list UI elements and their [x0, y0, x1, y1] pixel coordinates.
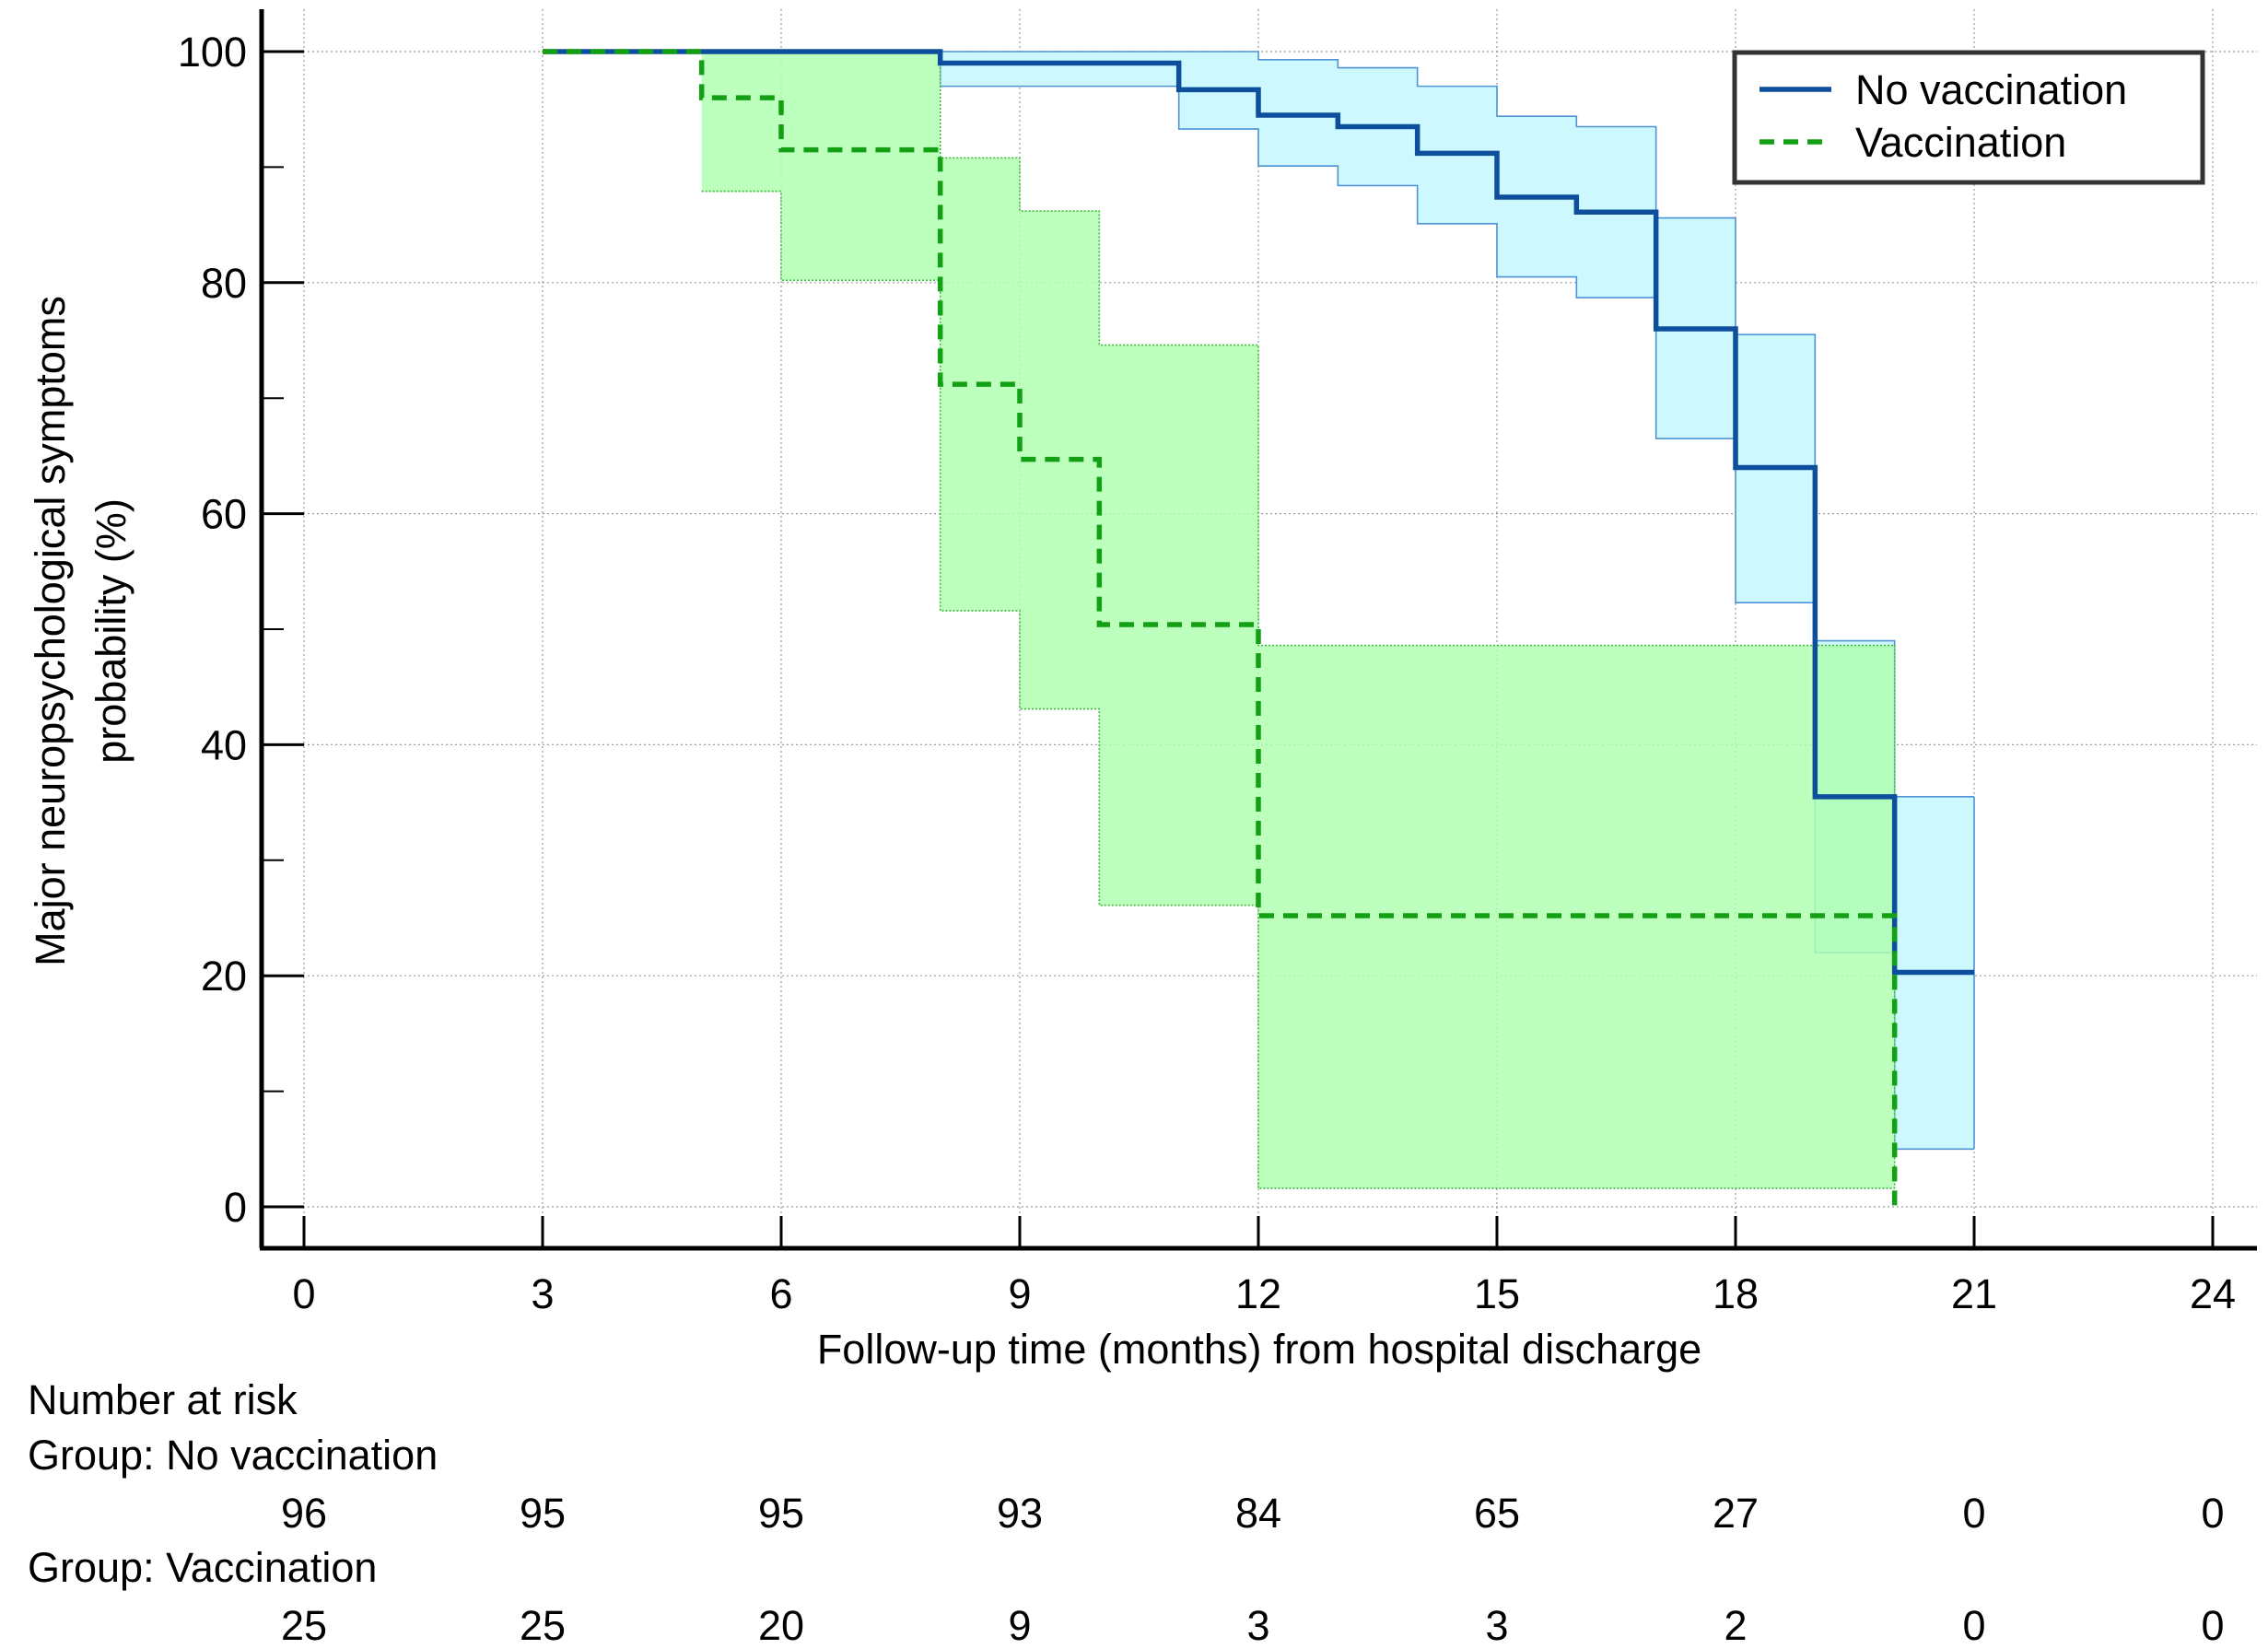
- y-tick-label: 20: [201, 953, 247, 1000]
- y-axis-title-line: probability (%): [88, 498, 134, 764]
- y-tick-label: 40: [201, 721, 247, 768]
- risk-value: 9: [1008, 1602, 1032, 1649]
- x-tick-label: 21: [1951, 1270, 1997, 1317]
- x-tick-label: 15: [1474, 1270, 1520, 1317]
- risk-value: 25: [519, 1602, 567, 1649]
- y-tick-label: 60: [201, 491, 247, 538]
- risk-value: 0: [1962, 1490, 1986, 1537]
- x-tick-label: 12: [1235, 1270, 1281, 1317]
- vaccination-ci-upper: [701, 51, 1895, 647]
- risk-value: 20: [757, 1602, 805, 1649]
- risk-value: 3: [1485, 1602, 1509, 1649]
- risk-table-title: Number at risk: [28, 1376, 298, 1423]
- risk-value: 93: [996, 1490, 1044, 1537]
- risk-group-label: Group: No vaccination: [28, 1432, 438, 1479]
- risk-value: 0: [2201, 1602, 2225, 1649]
- no-vaccination-survival-line: [543, 49, 1974, 976]
- y-axis-title: Major neuropsychological symptoms probabi…: [27, 296, 134, 966]
- x-tick-label: 6: [769, 1270, 792, 1317]
- y-tick-label: 100: [178, 29, 247, 76]
- y-tick-label: 0: [224, 1184, 247, 1231]
- y-axis-title-line: Major neuropsychological symptoms: [27, 296, 74, 966]
- x-tick-label: 9: [1008, 1270, 1031, 1317]
- vaccination-ci-band: [701, 52, 1895, 1188]
- risk-value: 84: [1234, 1490, 1282, 1537]
- legend-box: [1732, 50, 2205, 185]
- risk-value: 95: [757, 1490, 805, 1537]
- no-vaccination-ci-band: [940, 52, 1974, 1150]
- legend-label: Vaccination: [1855, 119, 2066, 166]
- risk-group-label: Group: Vaccination: [28, 1544, 378, 1591]
- survival-curves: [543, 49, 1974, 1207]
- risk-value: 96: [280, 1490, 328, 1537]
- x-tick-label: 18: [1713, 1270, 1759, 1317]
- risk-value: 25: [280, 1602, 328, 1649]
- x-tick-label: 3: [531, 1270, 554, 1317]
- risk-value: 65: [1473, 1490, 1521, 1537]
- vaccination-ci-lower: [701, 190, 1895, 1189]
- legend: No vaccination Vaccination: [1732, 50, 2205, 185]
- risk-value: 95: [519, 1490, 567, 1537]
- x-tick-label: 24: [2190, 1270, 2236, 1317]
- x-tick-label: 0: [292, 1270, 315, 1317]
- axes: 0 20 40 60 80 100 0 3 6 9 12 15 18 21 24 Follow-up time…: [27, 9, 2257, 1373]
- risk-value: 2: [1724, 1602, 1748, 1649]
- risk-value: 27: [1712, 1490, 1759, 1537]
- risk-value: 0: [2201, 1490, 2225, 1537]
- x-axis-title: Follow-up time (months) from hospital di…: [817, 1326, 1701, 1373]
- y-tick-label: 80: [201, 260, 247, 307]
- legend-label: No vaccination: [1855, 66, 2127, 113]
- risk-value: 0: [1962, 1602, 1986, 1649]
- risk-value: 3: [1246, 1602, 1270, 1649]
